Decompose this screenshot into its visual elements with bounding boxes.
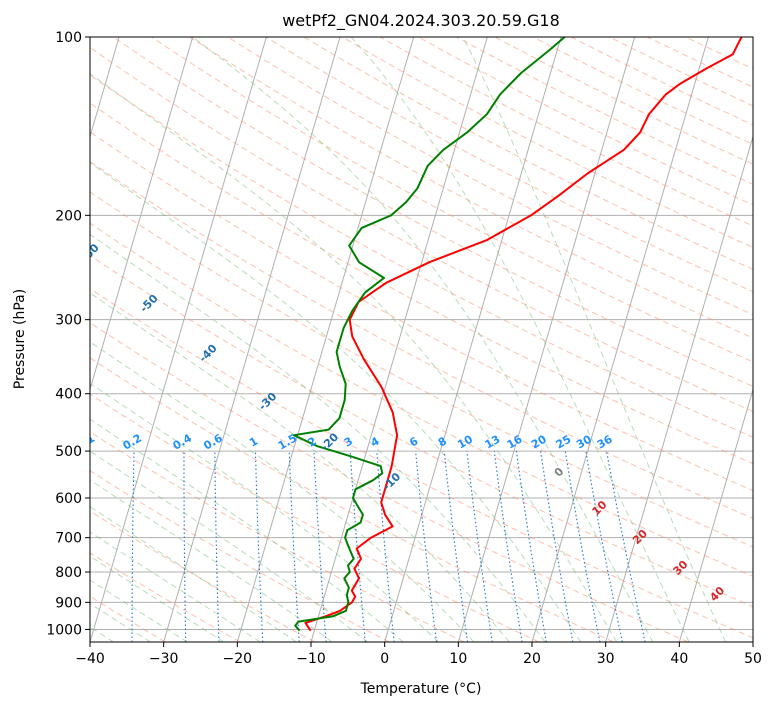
mixing-ratio-line — [466, 451, 493, 642]
dry-adiabat-line — [90, 287, 753, 639]
x-tick-label: 10 — [449, 651, 467, 667]
y-tick-label: 900 — [55, 595, 82, 611]
mixing-ratio-line — [443, 451, 469, 642]
x-tick-label: 50 — [744, 651, 762, 667]
dry-adiabat-line — [90, 160, 753, 520]
moist-adiabat-line — [90, 450, 368, 642]
x-tick-label: −20 — [223, 651, 253, 667]
dry-adiabat-line — [189, 37, 753, 339]
dry-adiabat-line — [90, 357, 614, 642]
moist-adiabat-line — [90, 418, 404, 642]
isotherm-line — [678, 387, 753, 642]
mixing-ratio-line — [376, 451, 395, 642]
chart-title: wetPf2_GN04.2024.303.20.59.G18 — [282, 11, 560, 31]
y-tick-label: 200 — [55, 208, 82, 224]
mixing-ratio-label: 0.1 — [74, 432, 97, 453]
dry-adiabat-label: -60 — [78, 241, 101, 264]
x-tick-label: −10 — [296, 651, 326, 667]
isotherm-line — [457, 37, 636, 642]
x-tick-label: 40 — [670, 651, 688, 667]
isotherm-line — [90, 37, 267, 642]
y-tick-label: 600 — [55, 491, 82, 507]
moist-adiabat-line — [350, 37, 690, 642]
isotherm-line — [90, 37, 194, 392]
moist-adiabat-line — [90, 292, 510, 642]
dry-adiabat-line — [90, 552, 241, 642]
dry-adiabat-line — [90, 595, 166, 642]
x-tick-label: −40 — [75, 651, 105, 667]
dewpoint-profile — [292, 37, 566, 632]
moist-adiabat-line — [90, 341, 475, 642]
temperature-profile — [304, 37, 743, 632]
plot-area — [90, 37, 753, 642]
x-axis-label: Temperature (°C) — [360, 681, 482, 697]
moist-adiabat-line — [90, 479, 333, 642]
dry-adiabat-line — [90, 131, 753, 492]
mixing-ratio-line — [493, 451, 523, 642]
dry-adiabat-line — [90, 322, 689, 642]
moist-adiabat-line — [90, 233, 546, 642]
y-tick-label: 1000 — [46, 622, 82, 638]
dry-adiabat-line — [90, 46, 753, 413]
isotherm-line — [384, 37, 562, 642]
x-tick-label: 20 — [523, 651, 541, 667]
x-tick-label: −30 — [149, 651, 179, 667]
isotherm-line — [531, 37, 709, 642]
isotherm-line — [310, 37, 488, 642]
isotherm-line — [163, 37, 341, 642]
y-tick-label: 700 — [55, 531, 82, 547]
dry-adiabat-line — [227, 37, 753, 316]
mixing-ratio-line — [585, 451, 623, 642]
axis-layer: −40 −30 −20 −10 0 10 20 30 40 50 100 200 300 400 500 60… — [46, 30, 762, 667]
y-tick-label: 800 — [55, 565, 82, 581]
dry-adiabat-line — [90, 431, 465, 642]
moist-adiabat-line — [90, 506, 297, 642]
moist-adiabat-line — [462, 37, 727, 642]
y-tick-label: 500 — [55, 444, 82, 460]
isotherm-line — [236, 37, 415, 642]
y-tick-label: 400 — [55, 387, 82, 403]
dry-adiabat-line — [90, 191, 753, 548]
y-tick-label: 300 — [55, 313, 82, 329]
y-axis-label: Pressure (hPa) — [12, 289, 28, 389]
x-tick-label: 30 — [597, 651, 615, 667]
moist-adiabat-line — [90, 382, 439, 642]
mixing-ratio-line — [415, 451, 437, 642]
mixing-ratio-line — [564, 451, 601, 642]
mixing-ratio-line — [605, 450, 646, 642]
x-tick-label: 0 — [380, 651, 389, 667]
dry-adiabat-line — [90, 393, 540, 642]
dry-adiabat-line — [90, 74, 753, 438]
plot-frame — [89, 36, 754, 643]
y-tick-label: 100 — [55, 30, 82, 46]
moist-adiabat-line — [192, 37, 654, 642]
dry-adiabat-line — [90, 470, 390, 642]
